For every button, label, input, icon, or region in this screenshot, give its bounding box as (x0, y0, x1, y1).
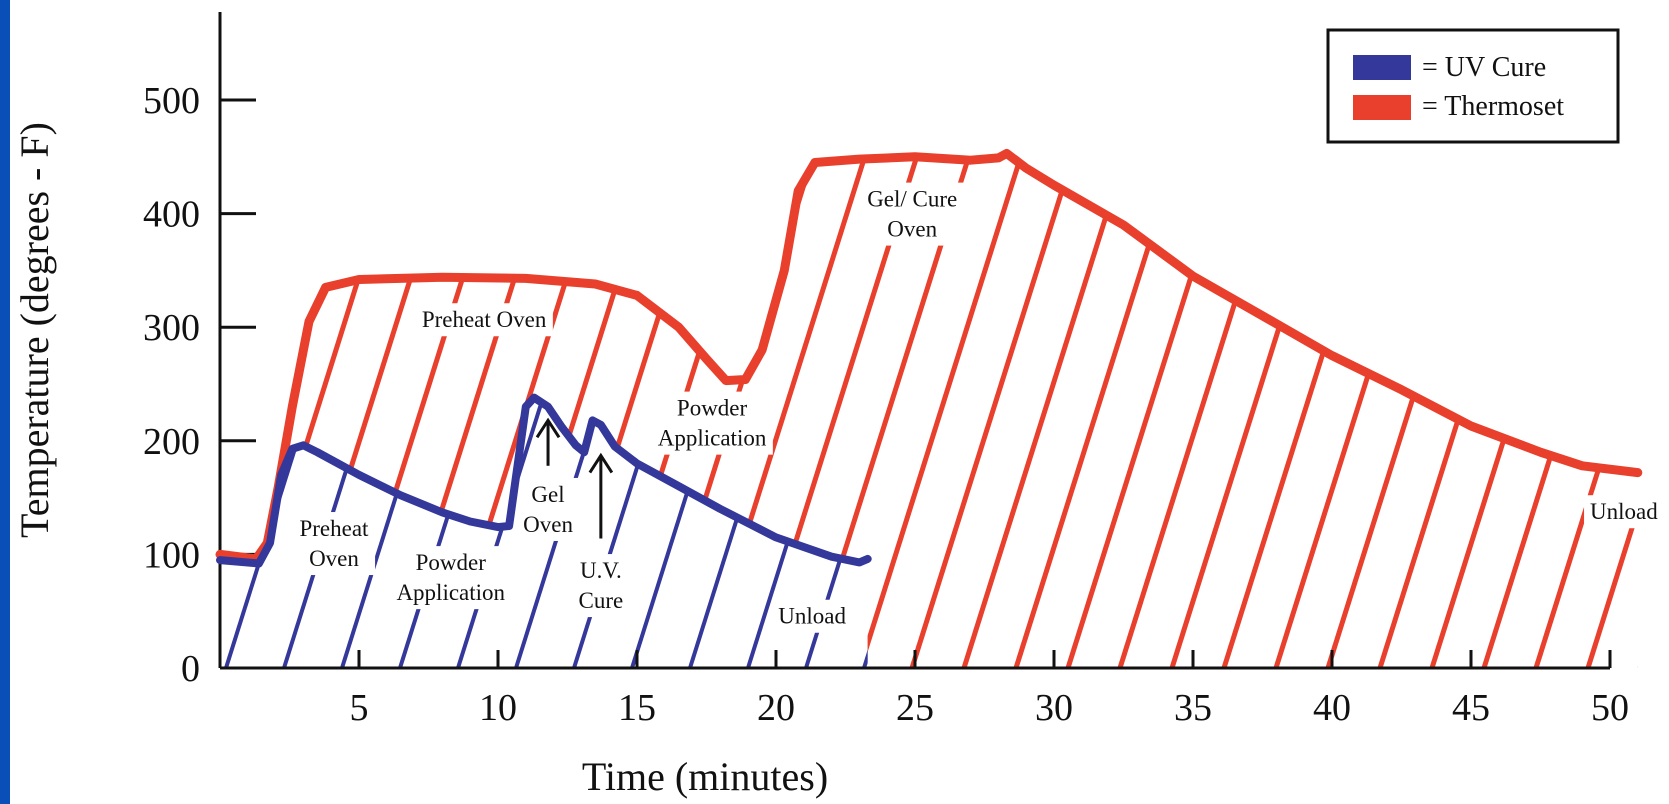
hatch-line (862, 397, 868, 668)
hatch-line (746, 397, 868, 668)
annotation-background (293, 512, 376, 576)
legend-swatch-uv-cure (1353, 55, 1411, 80)
arrow-head (588, 452, 614, 474)
x-axis-title: Time (minutes) (582, 754, 828, 799)
annotation-background (390, 546, 512, 610)
annotation-label: Unload (778, 604, 846, 629)
annotation-background (415, 303, 553, 337)
x-tick-label: 15 (618, 687, 656, 729)
annotation-label: Powder Application (658, 396, 767, 451)
hatch-line (909, 153, 1125, 668)
annotation-label: Gel/ Cure Oven (867, 187, 957, 242)
annotation-background (572, 554, 630, 618)
hatch-line (630, 397, 844, 668)
legend-box (1326, 28, 1620, 144)
hatch-line (1117, 153, 1333, 668)
hatch-line (1585, 153, 1638, 668)
y-tick-label: 200 (143, 421, 200, 463)
x-tick-label: 10 (479, 687, 517, 729)
series-lines (215, 148, 1643, 568)
annotation-label: Gel Oven (523, 482, 573, 537)
hatch-line (1637, 153, 1638, 668)
uv-cure-line (216, 393, 872, 568)
slide-left-border (0, 0, 10, 804)
x-tick-label: 50 (1591, 687, 1629, 729)
hatch-line (1065, 153, 1281, 668)
annotation-label: Preheat Oven (422, 307, 547, 332)
hatch-line (961, 153, 1177, 668)
x-tick-label: 25 (896, 687, 934, 729)
y-tick-label: 0 (181, 648, 200, 690)
hatch-line (220, 153, 241, 668)
hatch-line (514, 397, 728, 668)
thermoset-line (215, 148, 1643, 564)
hatch-line (688, 397, 868, 668)
x-tick-label: 30 (1035, 687, 1073, 729)
hatch-line (1533, 153, 1638, 668)
y-tick-label: 100 (143, 534, 200, 576)
hatch-line (980, 0, 1190, 668)
y-tick-label: 300 (143, 307, 200, 349)
annotation-background (651, 391, 773, 455)
annotation-background (517, 477, 580, 541)
hatch-line (857, 153, 1073, 668)
y-tick-label: 500 (143, 80, 200, 122)
hatch-line (1013, 153, 1229, 668)
annotations: Preheat Oven Preheat Oven Powder Application… (299, 187, 1658, 629)
legend-label-thermoset: = Thermoset (1422, 91, 1564, 122)
legend-swatch-thermoset (1353, 95, 1411, 120)
x-tick-label: 35 (1174, 687, 1212, 729)
hatch-line (340, 397, 554, 668)
y-axis-title: Temperature (degrees - F) (12, 122, 57, 538)
annotation-label: Unload (1590, 499, 1658, 524)
hatch-line (1618, 0, 1669, 668)
x-tick-label: 40 (1313, 687, 1351, 729)
annotation-label: Preheat Oven (299, 516, 369, 571)
legend-label-uv-cure: = UV Cure (1422, 52, 1546, 83)
arrow-head (535, 417, 561, 439)
x-tick-label: 45 (1452, 687, 1490, 729)
annotation-label: Powder Application (396, 550, 505, 605)
annotation-background (861, 182, 964, 246)
hatch-line (1169, 153, 1385, 668)
annotation-backgrounds (293, 182, 1665, 633)
annotation-background (1584, 495, 1665, 529)
annotation-arrows (535, 417, 614, 539)
annotation-background (772, 599, 853, 633)
annotation-label: U.V. Cure (579, 558, 624, 613)
legend: = UV Cure = Thermoset (1326, 28, 1620, 144)
axis-ticks: 0 100 200 300 400 500 5 10 15 20 25 30 35 40 45 50 (143, 80, 1629, 729)
x-tick-label: 5 (350, 687, 369, 729)
y-tick-label: 400 (143, 194, 200, 236)
x-tick-label: 20 (757, 687, 795, 729)
